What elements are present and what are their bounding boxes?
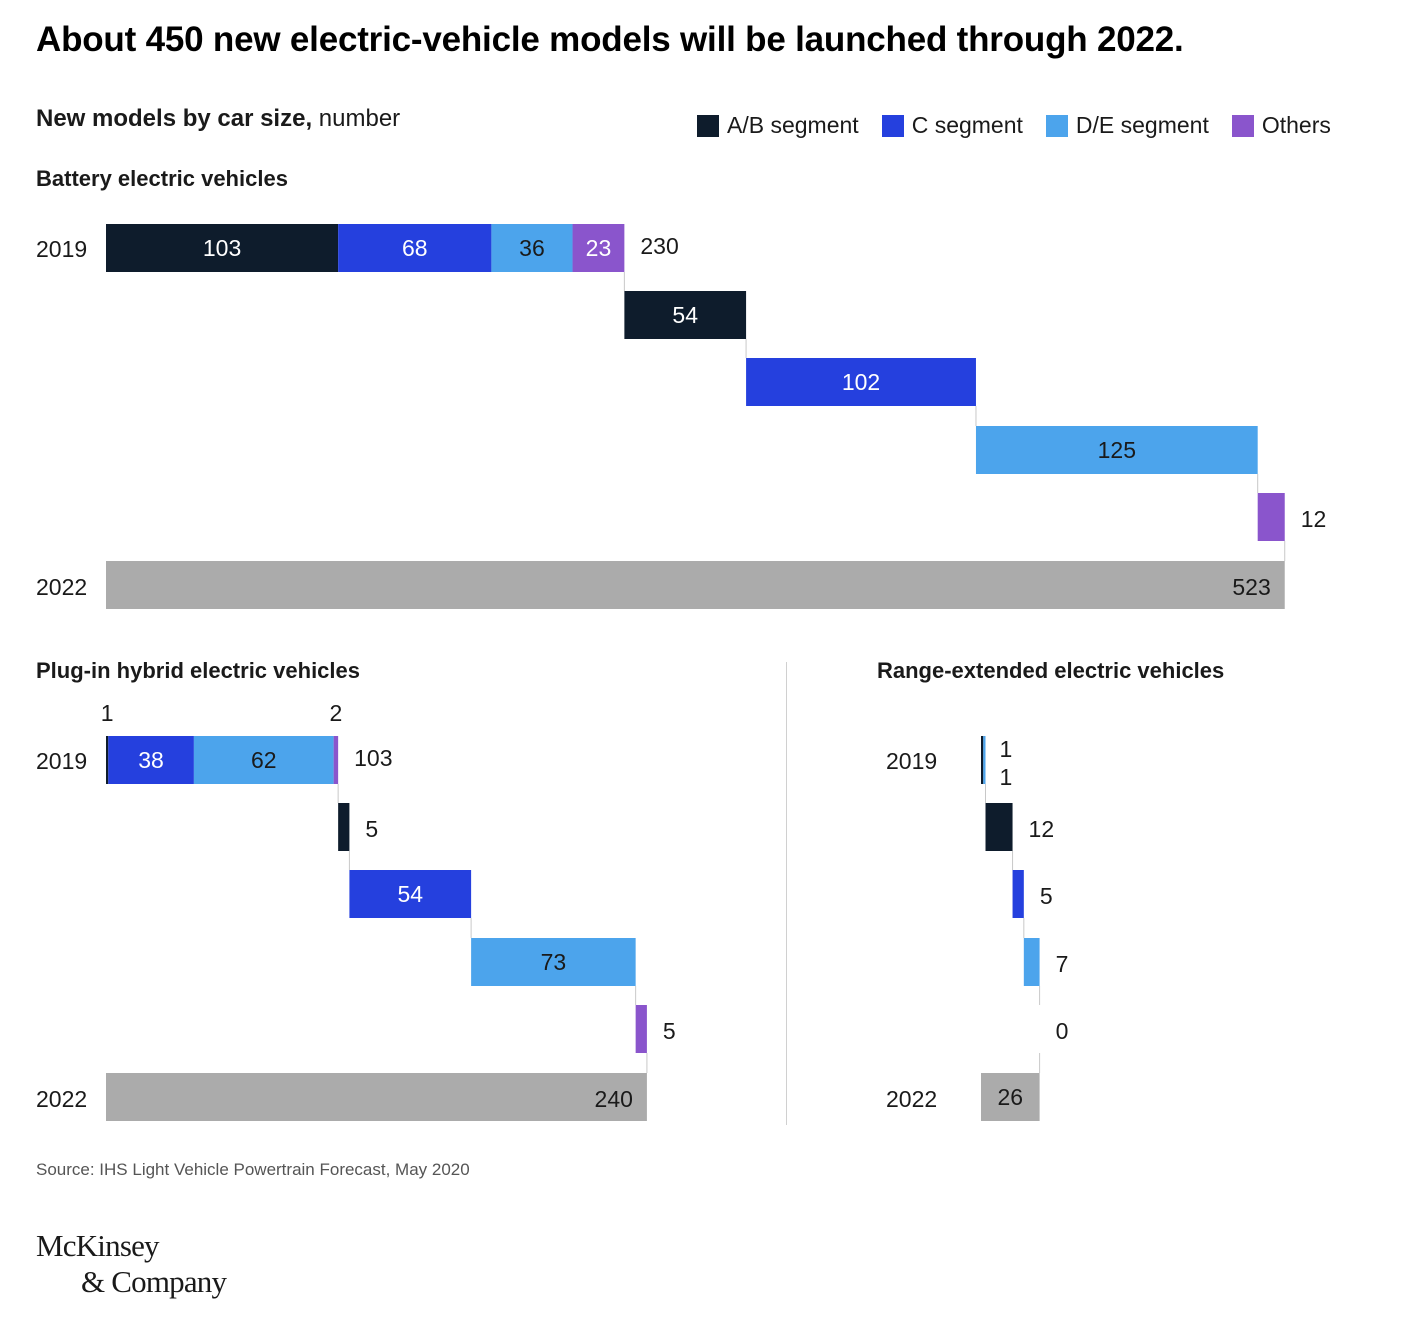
phev-start-label-ab: 1 [101,700,114,726]
phev-inc-bar-de [471,938,636,986]
bev-start-bar-de [491,224,573,272]
reev-inc-bar-c [1012,870,1024,918]
phev-end-total-label: 240 [595,1086,633,1112]
bev-inc-bar-ab [624,291,747,339]
bev-year-start-label: 2019 [36,236,87,262]
phev-inc-label-de: 73 [541,949,567,975]
reev-end-total-label: 26 [998,1084,1024,1110]
bev-inc-label-others: 12 [1301,506,1327,532]
chart-title: About 450 new electric-vehicle models wi… [36,20,1184,59]
bev-year-end-label: 2022 [36,574,87,600]
phev-start-bar-c [108,736,194,784]
phev-start-label-c: 38 [138,747,164,773]
reev-inc-label-ab: 12 [1029,816,1055,842]
phev-start-bar-de [193,736,334,784]
phev-inc-bar-ab [338,803,350,851]
reev-start-label-small-0: 1 [1000,736,1013,762]
bev-inc-bar-de [975,426,1258,474]
legend-swatch-c [881,114,904,137]
reev-start-bar-de [983,736,986,784]
section-title-bev: Battery electric vehicles [36,166,288,191]
phev-start-total-label: 103 [354,745,392,771]
reev-year-end-label: 2022 [886,1086,937,1112]
reev-inc-label-others: 0 [1056,1018,1069,1044]
reev-start-bar-ab [981,736,984,784]
bev-start-bar-others [572,224,625,272]
mckinsey-logo: McKinsey & Company [36,1228,227,1300]
logo-line-1: McKinsey [36,1228,160,1263]
legend-item-de: D/E segment [1045,112,1209,139]
phev-end-bar [106,1073,647,1121]
bev-start-bar-c [338,224,492,272]
bev-start-label-others: 23 [586,235,612,261]
phev-start-bar-others [333,736,339,784]
legend-swatch-de [1045,114,1068,137]
phev-inc-bar-c [349,870,472,918]
legend-swatch-ab [697,114,719,137]
reev-inc-label-de: 7 [1056,951,1069,977]
legend-item-ab: A/B segment [697,112,859,139]
legend-item-c: C segment [881,112,1023,139]
legend-label-ab: A/B segment [727,112,859,138]
reev-start-label-small-1: 1 [1000,764,1013,790]
legend-label-de: D/E segment [1075,112,1209,138]
reev-end-bar [981,1073,1040,1121]
bev-start-total-label: 230 [640,233,678,259]
phev-inc-bar-others [635,1005,647,1053]
phev-inc-label-ab: 5 [365,816,378,842]
bev-inc-label-c: 102 [842,369,880,395]
phev-start-label-others: 2 [329,700,342,726]
phev-year-end-label: 2022 [36,1086,87,1112]
reev-inc-bar-ab [985,803,1013,851]
legend: A/B segment C segment D/E segment Others [697,112,1331,139]
reev-inc-label-c: 5 [1040,883,1053,909]
phev-inc-label-c: 54 [397,881,423,907]
panel-divider [786,662,787,1125]
section-title-phev: Plug-in hybrid electric vehicles [36,658,360,683]
source-note: Source: IHS Light Vehicle Powertrain For… [36,1160,470,1179]
phev-year-start-label: 2019 [36,748,87,774]
legend-item-others: Others [1231,112,1331,139]
bev-inc-label-ab: 54 [672,302,698,328]
bev-start-bar-ab [106,224,339,272]
bev-start-label-c: 68 [402,235,428,261]
phev-start-bar-ab [106,736,109,784]
legend-label-c: C segment [911,112,1023,138]
section-title-reev: Range-extended electric vehicles [877,658,1225,683]
bev-inc-bar-others [1257,493,1285,541]
phev-start-label-de: 62 [251,747,277,773]
bev-inc-bar-c [746,358,976,406]
bev-inc-label-de: 125 [1098,437,1136,463]
legend-label-others: Others [1261,112,1331,138]
chart-subtitle: New models by car size, number [36,105,400,133]
reev-year-start-label: 2019 [886,748,937,774]
bev-start-label-de: 36 [519,235,545,261]
bev-start-label-ab: 103 [203,235,241,261]
logo-line-2: & Company [81,1264,227,1299]
bev-end-total-label: 523 [1232,574,1270,600]
bev-end-bar [106,561,1285,609]
phev-inc-label-others: 5 [663,1018,676,1044]
legend-swatch-others [1231,114,1254,137]
subtitle-unit: number [312,105,401,132]
reev-inc-bar-de [1023,938,1040,986]
subtitle-bold: New models by car size, [36,105,313,132]
